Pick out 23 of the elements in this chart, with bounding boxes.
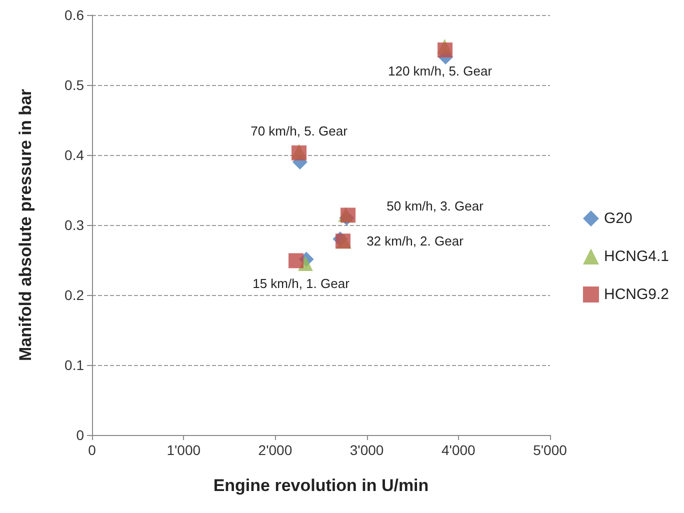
annotation: 120 km/h, 5. Gear: [388, 64, 493, 78]
y-tick-label: 0.3: [64, 217, 84, 233]
x-tick-label: 5'000: [533, 442, 568, 458]
y-tick-label: 0.5: [64, 77, 84, 93]
x-tick-label: 2'000: [258, 442, 292, 458]
annotation: 70 km/h, 5. Gear: [250, 123, 348, 138]
x-axis-title: Engine revolution in U/min: [213, 476, 429, 495]
legend-label: G20: [604, 210, 632, 227]
x-tick-label: 0: [88, 442, 96, 458]
y-tick-label: 0.2: [64, 287, 84, 303]
y-axis-title: Manifold absolute pressure in bar: [16, 88, 35, 362]
legend-label: HCNG9.2: [604, 286, 670, 303]
y-tick-label: 0.6: [64, 7, 84, 23]
annotation: 32 km/h, 2. Gear: [366, 234, 464, 249]
y-tick-label: 0: [76, 427, 84, 443]
y-tick-label: 0.1: [64, 357, 84, 373]
x-tick-label: 3'000: [350, 442, 384, 458]
annotation: 50 km/h, 3. Gear: [386, 198, 484, 214]
x-tick-label: 4'000: [441, 442, 476, 458]
x-tick-label: 1'000: [166, 442, 201, 458]
annotation: 15 km/h, 1. Gear: [252, 276, 350, 292]
y-tick-label: 0.4: [64, 147, 84, 163]
legend-label: HCNG4.1: [604, 248, 670, 265]
